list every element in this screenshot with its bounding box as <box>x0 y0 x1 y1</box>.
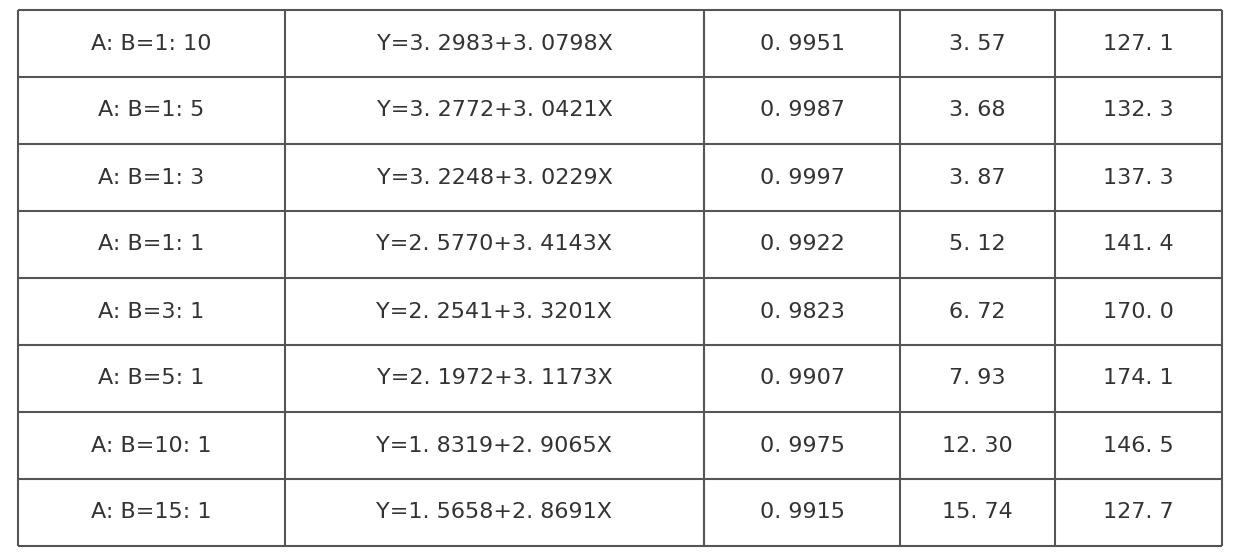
Text: A: B=3: 1: A: B=3: 1 <box>98 301 205 321</box>
Text: Y=3. 2772+3. 0421X: Y=3. 2772+3. 0421X <box>377 101 613 121</box>
Text: A: B=15: 1: A: B=15: 1 <box>91 503 212 523</box>
Text: Y=2. 1972+3. 1173X: Y=2. 1972+3. 1173X <box>377 369 613 389</box>
Text: 170. 0: 170. 0 <box>1102 301 1174 321</box>
Text: Y=1. 8319+2. 9065X: Y=1. 8319+2. 9065X <box>377 435 613 455</box>
Text: 137. 3: 137. 3 <box>1104 167 1173 187</box>
Text: 0. 9975: 0. 9975 <box>760 435 844 455</box>
Text: 15. 74: 15. 74 <box>942 503 1013 523</box>
Text: A: B=1: 10: A: B=1: 10 <box>91 33 212 53</box>
Text: 5. 12: 5. 12 <box>949 235 1006 255</box>
Text: Y=1. 5658+2. 8691X: Y=1. 5658+2. 8691X <box>377 503 613 523</box>
Text: 0. 9997: 0. 9997 <box>760 167 844 187</box>
Text: 132. 3: 132. 3 <box>1104 101 1173 121</box>
Text: 12. 30: 12. 30 <box>942 435 1013 455</box>
Text: 174. 1: 174. 1 <box>1104 369 1173 389</box>
Text: Y=3. 2248+3. 0229X: Y=3. 2248+3. 0229X <box>377 167 613 187</box>
Text: 3. 87: 3. 87 <box>949 167 1006 187</box>
Text: Y=2. 2541+3. 3201X: Y=2. 2541+3. 3201X <box>377 301 613 321</box>
Text: 0. 9922: 0. 9922 <box>760 235 844 255</box>
Text: 3. 68: 3. 68 <box>949 101 1006 121</box>
Text: 146. 5: 146. 5 <box>1102 435 1174 455</box>
Text: 127. 1: 127. 1 <box>1104 33 1173 53</box>
Text: 0. 9987: 0. 9987 <box>760 101 844 121</box>
Text: 141. 4: 141. 4 <box>1104 235 1173 255</box>
Text: Y=3. 2983+3. 0798X: Y=3. 2983+3. 0798X <box>377 33 613 53</box>
Text: 127. 7: 127. 7 <box>1104 503 1173 523</box>
Text: A: B=1: 5: A: B=1: 5 <box>98 101 205 121</box>
Text: 0. 9951: 0. 9951 <box>760 33 844 53</box>
Text: A: B=5: 1: A: B=5: 1 <box>98 369 205 389</box>
Text: 0. 9907: 0. 9907 <box>760 369 844 389</box>
Text: 3. 57: 3. 57 <box>949 33 1006 53</box>
Text: A: B=1: 1: A: B=1: 1 <box>98 235 205 255</box>
Text: 7. 93: 7. 93 <box>949 369 1006 389</box>
Text: A: B=10: 1: A: B=10: 1 <box>91 435 212 455</box>
Text: 6. 72: 6. 72 <box>949 301 1006 321</box>
Text: 0. 9915: 0. 9915 <box>760 503 844 523</box>
Text: 0. 9823: 0. 9823 <box>760 301 844 321</box>
Text: Y=2. 5770+3. 4143X: Y=2. 5770+3. 4143X <box>377 235 613 255</box>
Text: A: B=1: 3: A: B=1: 3 <box>98 167 205 187</box>
